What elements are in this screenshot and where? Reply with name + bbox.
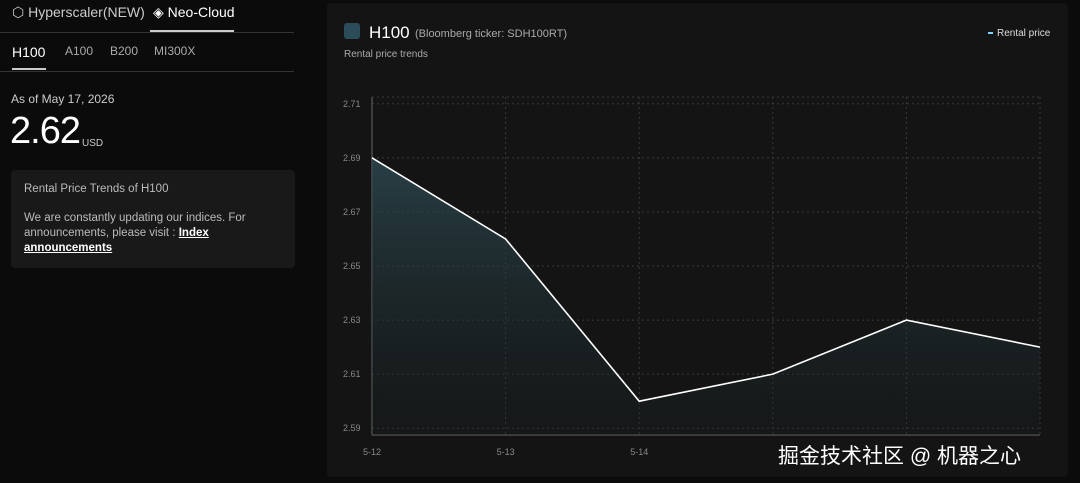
y-tick-label: 2.61 xyxy=(343,369,361,379)
subtab[interactable]: A100 xyxy=(65,44,94,58)
link[interactable]: Index announcements xyxy=(24,227,209,254)
info-body: We are constantly updating our indices. … xyxy=(24,212,246,239)
info-title: Rental Price Trends of H100 xyxy=(24,183,169,195)
y-tick-label: 2.63 xyxy=(343,315,361,325)
line xyxy=(371,157,1041,403)
area xyxy=(372,157,1040,435)
subtab[interactable]: H100 xyxy=(12,44,46,60)
icon xyxy=(344,23,360,39)
tab-label[interactable]: Neo-Cloud xyxy=(167,4,235,20)
y-tick-label: 2.59 xyxy=(343,423,361,433)
x-tick-label: 5-12 xyxy=(363,447,381,457)
tab[interactable]: ⬡ Hyperscaler(NEW) xyxy=(12,4,145,20)
tab-label[interactable]: Hyperscaler(NEW) xyxy=(28,4,145,20)
as-of: As of May 17, 2026 xyxy=(11,92,115,106)
unit: USD xyxy=(82,138,104,149)
y-tick-label: 2.69 xyxy=(343,153,361,163)
tab-underline xyxy=(150,30,234,32)
chart-title: H100 xyxy=(369,23,410,42)
tab[interactable]: ◈ Neo-Cloud xyxy=(153,4,235,20)
y-tick-label: 2.65 xyxy=(343,261,361,271)
info-box: Rental Price Trends of H100 We are const… xyxy=(11,170,295,268)
chart-caption: Rental price trends xyxy=(344,49,428,60)
y-tick-label: 2.71 xyxy=(343,99,361,109)
subtab-underline xyxy=(12,68,46,70)
x-tick-label: 5-14 xyxy=(630,447,648,457)
watermark: 掘金技术社区 @ 机器之心 xyxy=(778,445,1021,468)
x-tick-label: 5-13 xyxy=(497,447,515,457)
divider xyxy=(0,32,294,33)
info-text: We are constantly updating our indices. … xyxy=(24,211,274,256)
divider xyxy=(0,71,294,72)
y-tick-label: 2.67 xyxy=(343,207,361,217)
legend-label: Rental price xyxy=(997,28,1051,39)
chart-subtitle: (Bloomberg ticker: SDH100RT) xyxy=(415,28,567,40)
subtab[interactable]: MI300X xyxy=(154,44,196,58)
subtab[interactable]: B200 xyxy=(110,44,139,58)
price: 2.62 xyxy=(10,110,81,152)
